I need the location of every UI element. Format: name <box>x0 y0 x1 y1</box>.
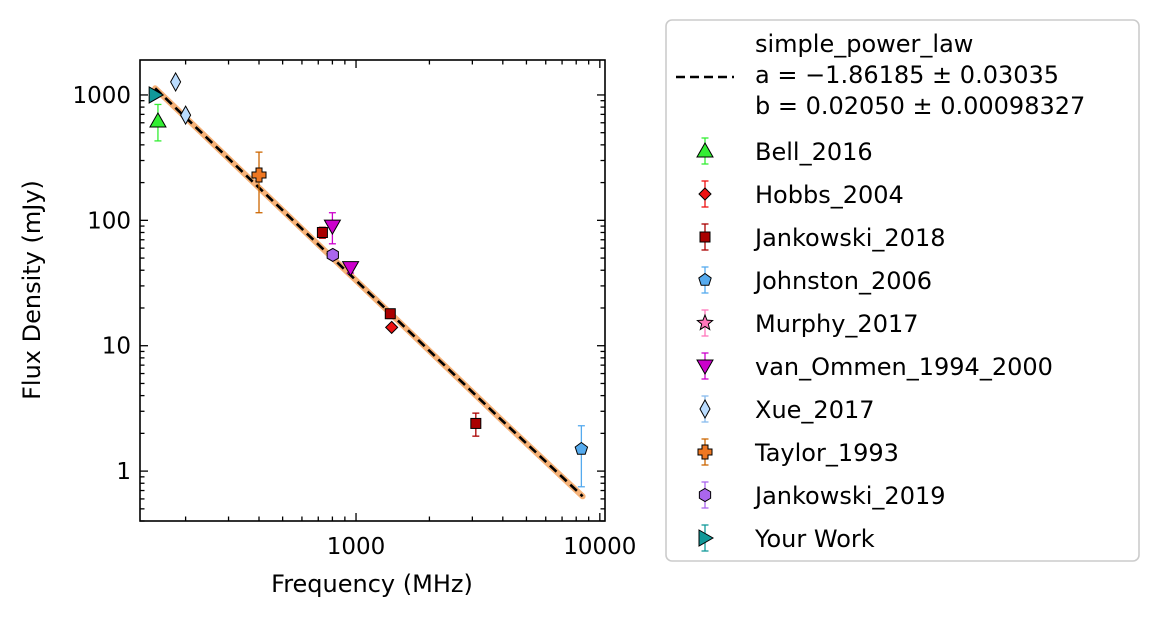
legend-marker <box>696 359 714 376</box>
legend-label: Your Work <box>754 525 875 553</box>
legend-entry-Jankowski_2019: Jankowski_2019 <box>698 481 946 510</box>
fit-line <box>154 87 584 498</box>
data-point <box>323 219 342 236</box>
legend-marker <box>698 187 712 201</box>
data-point <box>316 226 328 238</box>
x-tick-label: 10000 <box>563 534 636 560</box>
y-tick-label: 10 <box>102 334 131 360</box>
error-bar <box>577 425 585 488</box>
legend-label: Murphy_2017 <box>755 310 919 338</box>
series-Jankowski_2019 <box>326 247 339 262</box>
legend-label: Bell_2016 <box>755 138 873 166</box>
legend-fit-label: simple_power_law <box>755 30 973 58</box>
legend-entry-Murphy_2017: Murphy_2017 <box>696 309 919 338</box>
legend-label: Jankowski_2019 <box>753 482 946 510</box>
plot-area: 1000 10000 1 10 100 1000 <box>72 59 636 560</box>
legend-entry-Xue_2017: Xue_2017 <box>699 395 875 424</box>
series-Hobbs_2004 <box>384 320 399 335</box>
plot-frame <box>139 59 606 522</box>
series-Taylor_1993 <box>251 151 267 214</box>
legend-entry-Bell_2016: Bell_2016 <box>696 137 873 166</box>
y-tick-label: 1000 <box>72 83 131 109</box>
legend-entry-Johnston_2006: Johnston_2006 <box>698 266 932 295</box>
legend-marker <box>699 398 711 420</box>
x-tick-label: 1000 <box>327 534 386 560</box>
legend-label: Xue_2017 <box>755 396 875 424</box>
data-point <box>384 308 396 320</box>
series-van_Ommen_1994_2000 <box>323 212 360 277</box>
x-axis-label: Frequency (MHz) <box>271 570 473 598</box>
legend-label: Taylor_1993 <box>754 439 899 467</box>
y-tick-label: 100 <box>87 208 131 234</box>
series-Xue_2017 <box>170 71 192 126</box>
y-tick-label: 1 <box>116 459 131 485</box>
legend-entry-van_Ommen_1994_2000: van_Ommen_1994_2000 <box>696 352 1053 381</box>
legend-marker <box>698 272 712 286</box>
series-Johnston_2006 <box>574 425 589 488</box>
legend-marker <box>696 141 714 158</box>
series-Your Work <box>148 86 165 104</box>
legend-marker <box>698 487 712 503</box>
y-axis-label: Flux Density (mJy) <box>18 180 46 400</box>
data-point <box>180 105 192 126</box>
legend-label: Johnston_2006 <box>753 267 932 295</box>
legend-label: Jankowski_2018 <box>753 224 946 252</box>
legend-frame <box>665 19 1140 562</box>
series-Bell_2016 <box>149 103 167 142</box>
data-point <box>470 417 482 429</box>
data-point <box>341 261 360 277</box>
legend-marker <box>699 231 711 243</box>
legend-marker <box>696 313 714 331</box>
legend-marker <box>697 444 713 460</box>
legend-fit-label: a = −1.86185 ± 0.03035 <box>755 61 1059 89</box>
legend-label: Hobbs_2004 <box>755 181 904 209</box>
data-point <box>170 71 182 92</box>
data-point <box>148 86 165 104</box>
data-point <box>574 441 589 455</box>
data-point <box>149 111 167 128</box>
legend-fit-label: b = 0.02050 ± 0.00098327 <box>755 92 1085 120</box>
legend-entry-Taylor_1993: Taylor_1993 <box>697 438 899 467</box>
series-Jankowski_2018 <box>316 226 482 437</box>
data-point <box>384 320 399 335</box>
legend-entry-Your Work: Your Work <box>698 524 875 553</box>
legend-label: van_Ommen_1994_2000 <box>755 353 1053 381</box>
legend-marker <box>698 529 715 547</box>
ticks <box>140 60 605 522</box>
legend-entry-Jankowski_2018: Jankowski_2018 <box>699 223 946 252</box>
legend-entry-Hobbs_2004: Hobbs_2004 <box>698 180 904 209</box>
data-point <box>326 247 339 262</box>
data-point <box>251 167 267 183</box>
